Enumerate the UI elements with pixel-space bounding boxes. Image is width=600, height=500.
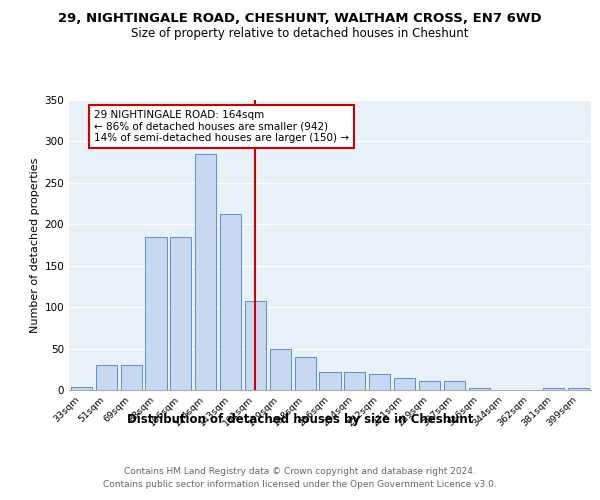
Text: Distribution of detached houses by size in Cheshunt: Distribution of detached houses by size … xyxy=(127,412,473,426)
Bar xyxy=(543,388,564,390)
Bar xyxy=(344,372,365,390)
Bar xyxy=(369,374,390,390)
Bar xyxy=(170,236,191,390)
Text: Size of property relative to detached houses in Cheshunt: Size of property relative to detached ho… xyxy=(131,28,469,40)
Bar xyxy=(295,357,316,390)
Bar xyxy=(96,365,117,390)
Y-axis label: Number of detached properties: Number of detached properties xyxy=(30,158,40,332)
Text: 29, NIGHTINGALE ROAD, CHESHUNT, WALTHAM CROSS, EN7 6WD: 29, NIGHTINGALE ROAD, CHESHUNT, WALTHAM … xyxy=(58,12,542,26)
Bar xyxy=(245,302,266,390)
Bar xyxy=(394,378,415,390)
Bar xyxy=(568,388,589,390)
Text: Contains public sector information licensed under the Open Government Licence v3: Contains public sector information licen… xyxy=(103,480,497,489)
Bar xyxy=(419,381,440,390)
Bar xyxy=(319,372,341,390)
Text: 29 NIGHTINGALE ROAD: 164sqm
← 86% of detached houses are smaller (942)
14% of se: 29 NIGHTINGALE ROAD: 164sqm ← 86% of det… xyxy=(94,110,349,143)
Bar xyxy=(270,348,291,390)
Bar xyxy=(71,386,92,390)
Bar xyxy=(121,365,142,390)
Bar xyxy=(469,388,490,390)
Text: Contains HM Land Registry data © Crown copyright and database right 2024.: Contains HM Land Registry data © Crown c… xyxy=(124,468,476,476)
Bar xyxy=(195,154,216,390)
Bar xyxy=(145,236,167,390)
Bar xyxy=(444,381,465,390)
Bar xyxy=(220,214,241,390)
